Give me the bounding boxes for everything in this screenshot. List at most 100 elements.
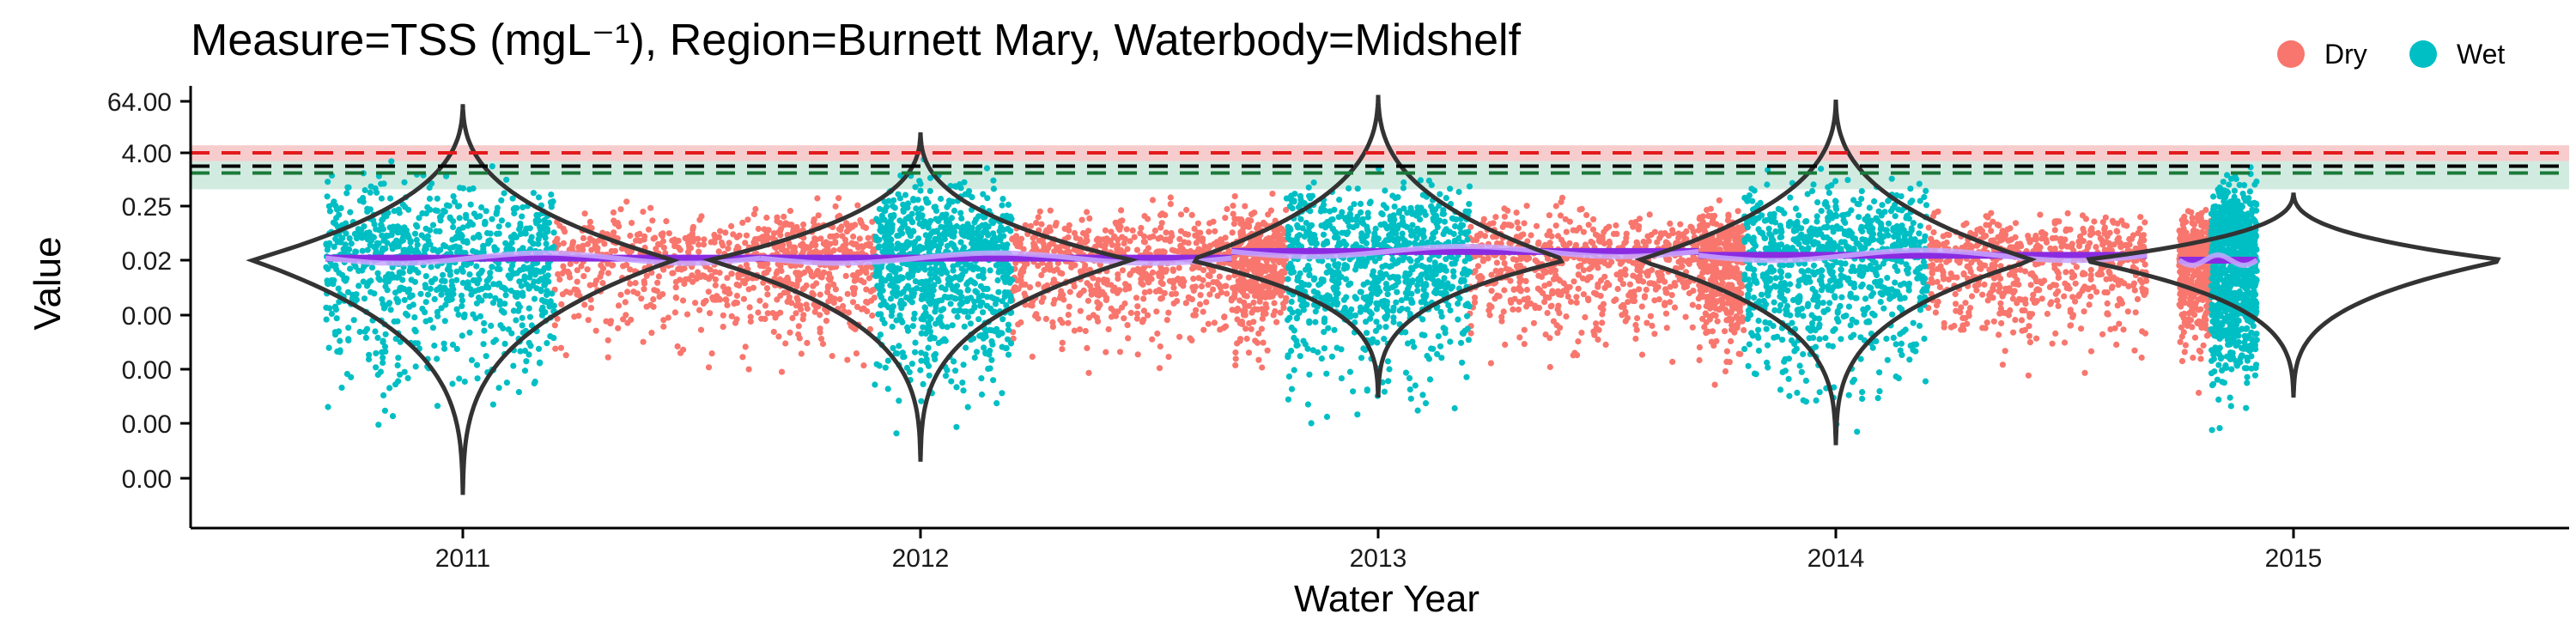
- data-point: [1239, 278, 1246, 285]
- data-point: [730, 231, 737, 238]
- data-point: [1630, 272, 1637, 279]
- data-point: [1008, 276, 1016, 283]
- data-point: [492, 337, 500, 343]
- data-point: [990, 177, 997, 184]
- data-point: [535, 240, 542, 247]
- data-point: [416, 215, 422, 222]
- data-point: [544, 340, 550, 347]
- data-point: [487, 270, 494, 276]
- data-point: [896, 195, 903, 202]
- data-point: [769, 310, 776, 317]
- data-point: [980, 309, 987, 316]
- data-point: [379, 349, 386, 355]
- data-point: [1285, 276, 1291, 283]
- data-point: [1059, 346, 1066, 353]
- data-point: [535, 212, 542, 219]
- data-point: [939, 321, 945, 328]
- data-point: [491, 246, 499, 254]
- data-point: [910, 290, 917, 297]
- data-point: [325, 179, 331, 185]
- data-point: [980, 275, 987, 282]
- data-point: [659, 230, 666, 237]
- data-point: [640, 338, 647, 345]
- data-point: [944, 324, 951, 331]
- data-point: [1138, 276, 1145, 283]
- data-point: [1121, 300, 1128, 307]
- data-point: [750, 210, 758, 217]
- data-point: [453, 268, 460, 275]
- data-point: [1558, 194, 1566, 201]
- data-point: [957, 210, 964, 216]
- data-point: [1289, 309, 1296, 316]
- data-point: [1686, 289, 1692, 297]
- data-point: [950, 267, 957, 274]
- data-point: [1010, 236, 1018, 243]
- data-point: [825, 298, 832, 305]
- data-point: [1230, 203, 1236, 210]
- data-point: [411, 230, 419, 237]
- data-point: [1020, 264, 1027, 271]
- data-point: [999, 241, 1006, 249]
- data-point: [805, 265, 811, 272]
- data-point: [378, 222, 385, 228]
- data-point: [1363, 319, 1370, 325]
- data-point: [860, 305, 867, 312]
- data-point: [957, 289, 963, 295]
- data-point: [441, 345, 448, 352]
- data-point: [538, 286, 544, 293]
- data-point: [988, 356, 995, 363]
- data-point: [489, 300, 497, 307]
- data-point: [1399, 305, 1406, 313]
- data-point: [712, 276, 720, 283]
- data-point: [908, 219, 915, 226]
- data-point: [1431, 259, 1438, 266]
- data-point: [453, 249, 461, 256]
- data-point: [922, 232, 929, 239]
- data-point: [645, 226, 653, 233]
- data-point: [712, 235, 719, 242]
- data-point: [728, 222, 735, 229]
- data-point: [1488, 288, 1495, 295]
- data-point: [927, 301, 934, 307]
- data-point: [394, 229, 401, 236]
- data-point: [519, 204, 526, 210]
- data-point: [536, 231, 543, 238]
- data-point: [1159, 281, 1166, 288]
- data-point: [393, 295, 400, 302]
- data-point: [959, 380, 966, 386]
- data-point: [434, 195, 440, 202]
- data-point: [953, 222, 960, 230]
- data-point: [953, 384, 960, 391]
- data-point: [488, 322, 495, 329]
- data-point: [965, 191, 972, 198]
- data-point: [1260, 311, 1267, 318]
- data-point: [1414, 407, 1421, 414]
- data-point: [792, 248, 799, 255]
- data-point: [650, 235, 657, 242]
- data-point: [695, 235, 702, 242]
- data-point: [1622, 266, 1629, 273]
- data-point: [1346, 282, 1352, 289]
- data-point: [977, 283, 984, 289]
- data-point: [1564, 293, 1571, 300]
- data-point: [617, 291, 624, 298]
- data-point: [467, 201, 474, 208]
- data-point: [1678, 257, 1685, 264]
- data-point: [1406, 386, 1413, 393]
- data-point: [1165, 354, 1172, 361]
- data-point: [1591, 331, 1598, 338]
- data-point: [540, 308, 547, 315]
- data-point: [1182, 300, 1189, 307]
- data-point: [557, 344, 565, 351]
- data-point: [331, 303, 339, 310]
- data-point: [1441, 275, 1448, 282]
- data-point: [517, 230, 525, 238]
- data-point: [425, 237, 432, 245]
- data-point: [890, 197, 897, 204]
- data-point: [756, 262, 764, 269]
- data-point: [405, 234, 412, 241]
- data-point: [799, 316, 806, 323]
- data-point: [824, 245, 831, 252]
- data-point: [1085, 314, 1092, 321]
- data-point: [964, 313, 971, 320]
